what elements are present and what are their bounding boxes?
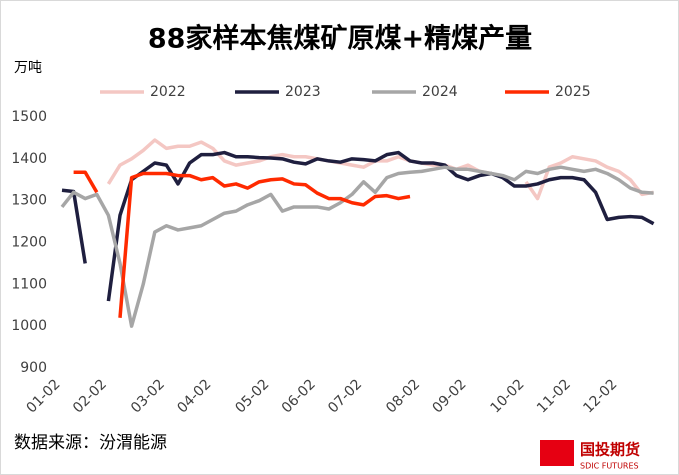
y-tick-label: 1500	[11, 109, 47, 125]
y-tick-label: 1300	[11, 193, 47, 209]
y-axis-label: 万吨	[14, 60, 42, 76]
series-line	[73, 170, 411, 318]
y-tick-label: 1100	[11, 276, 47, 292]
series-line	[60, 165, 654, 328]
legend-label: 2025	[555, 84, 591, 100]
legend-label: 2023	[285, 84, 321, 100]
y-tick-label: 1000	[11, 318, 47, 334]
y-tick-label: 1200	[11, 235, 47, 251]
y-tick-label: 900	[20, 360, 47, 376]
logo-name: 国投期货	[580, 441, 640, 459]
chart-title: 88家样本焦煤矿原煤+精煤产量	[148, 23, 532, 55]
y-tick-label: 1400	[11, 151, 47, 167]
legend-label: 2022	[150, 84, 186, 100]
logo-sub: SDIC FUTURES	[580, 462, 639, 471]
legend-label: 2024	[422, 84, 458, 100]
source: 数据来源：汾渭能源	[14, 433, 167, 453]
logo-icon	[540, 440, 574, 466]
